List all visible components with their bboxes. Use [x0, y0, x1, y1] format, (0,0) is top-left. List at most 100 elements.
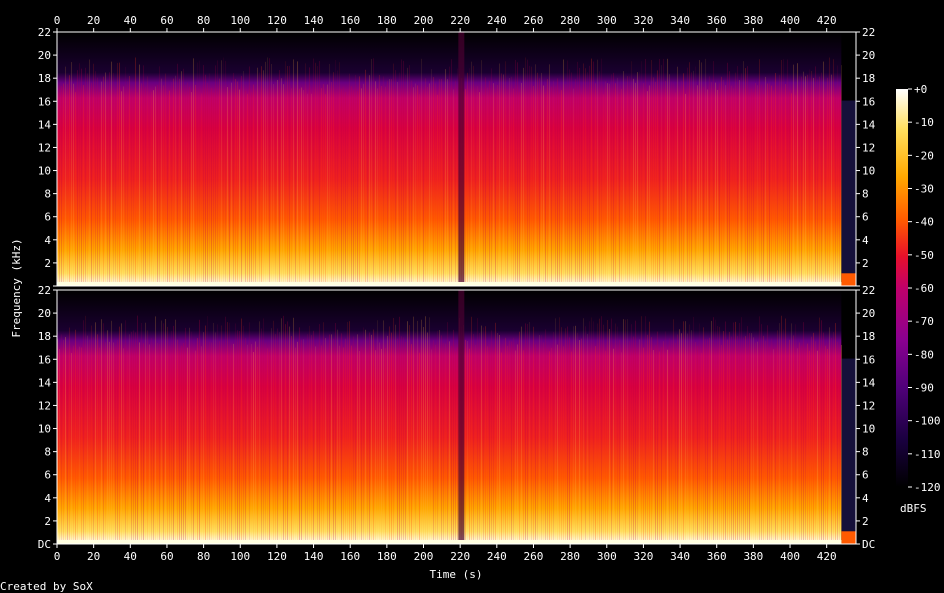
texture-streak: [191, 331, 192, 544]
texture-streak: [539, 78, 540, 286]
texture-streak: [403, 337, 404, 544]
texture-streak: [351, 86, 352, 287]
x-tick-label: 120: [267, 14, 287, 27]
texture-streak: [187, 82, 188, 287]
texture-streak: [587, 72, 588, 286]
texture-streak: [511, 341, 512, 544]
texture-streak: [121, 323, 122, 544]
texture-streak: [619, 339, 620, 544]
texture-streak: [547, 348, 548, 544]
texture-streak: [119, 326, 120, 544]
texture-streak: [793, 64, 794, 286]
texture-streak: [335, 322, 336, 544]
texture-streak: [485, 326, 486, 544]
texture-streak: [519, 331, 520, 544]
texture-streak: [173, 325, 174, 544]
texture-streak: [101, 319, 102, 544]
texture-streak: [727, 62, 728, 287]
texture-streak: [373, 58, 374, 286]
texture-streak: [667, 58, 668, 286]
texture-streak: [113, 72, 114, 286]
x-tick-label: 40: [124, 14, 137, 27]
x-tick-label: 180: [377, 550, 397, 563]
texture-streak: [817, 350, 818, 544]
texture-streak: [401, 336, 402, 544]
texture-streak: [773, 90, 774, 286]
texture-streak: [61, 86, 62, 286]
texture-streak: [81, 68, 82, 286]
texture-streak: [821, 72, 822, 286]
texture-streak: [179, 350, 180, 544]
texture-streak: [367, 337, 368, 544]
texture-streak: [683, 321, 684, 544]
texture-streak: [409, 325, 410, 544]
texture-streak: [687, 67, 688, 287]
texture-streak: [263, 318, 264, 544]
y-tick-label: 4: [44, 492, 51, 505]
x-tick-label: 100: [230, 550, 250, 563]
texture-streak: [507, 89, 508, 286]
texture-streak: [281, 78, 282, 286]
texture-streak: [523, 350, 524, 544]
texture-streak: [63, 83, 64, 286]
y-tick-label: 4: [44, 234, 51, 247]
texture-streak: [741, 73, 742, 286]
texture-streak: [707, 339, 708, 544]
texture-streak: [605, 350, 606, 544]
texture-streak: [659, 351, 660, 544]
texture-streak: [779, 323, 780, 544]
texture-streak: [75, 329, 76, 544]
texture-streak: [791, 93, 792, 286]
low-frequency-band: [57, 540, 842, 544]
x-tick-label: 60: [160, 550, 173, 563]
texture-streak: [611, 318, 612, 544]
texture-streak: [249, 322, 250, 544]
texture-streak: [583, 63, 584, 287]
texture-streak: [251, 92, 252, 286]
y-tick-label: 12: [862, 141, 875, 154]
texture-streak: [639, 339, 640, 544]
texture-streak: [411, 80, 412, 286]
texture-streak: [159, 344, 160, 544]
texture-streak: [325, 338, 326, 544]
texture-streak: [303, 90, 304, 286]
x-axis-label: Time (s): [430, 568, 483, 581]
texture-streak: [117, 340, 118, 544]
texture-streak: [227, 87, 228, 286]
texture-streak: [759, 59, 760, 287]
colorbar-tick-label: -80: [914, 348, 934, 361]
texture-streak: [347, 321, 348, 544]
texture-streak: [603, 324, 604, 544]
texture-streak: [519, 92, 520, 286]
texture-streak: [127, 80, 128, 286]
texture-streak: [167, 326, 168, 544]
texture-streak: [497, 332, 498, 544]
texture-streak: [171, 81, 172, 287]
texture-streak: [473, 65, 474, 286]
texture-streak: [145, 322, 146, 544]
texture-streak: [499, 334, 500, 544]
texture-streak: [629, 76, 630, 286]
texture-streak: [305, 63, 306, 287]
texture-streak: [341, 333, 342, 544]
texture-streak: [695, 66, 696, 286]
texture-streak: [71, 353, 72, 544]
texture-streak: [563, 346, 564, 544]
texture-streak: [777, 330, 778, 544]
texture-streak: [219, 78, 220, 287]
texture-streak: [77, 70, 78, 286]
texture-streak: [267, 348, 268, 544]
texture-streak: [541, 72, 542, 286]
texture-streak: [529, 65, 530, 286]
texture-streak: [483, 327, 484, 544]
texture-streak: [583, 318, 584, 544]
texture-streak: [109, 72, 110, 286]
texture-streak: [783, 59, 784, 286]
texture-streak: [593, 61, 594, 287]
texture-streak: [437, 330, 438, 544]
texture-streak: [91, 325, 92, 544]
texture-streak: [413, 87, 414, 287]
texture-streak: [611, 74, 612, 286]
texture-streak: [559, 317, 560, 544]
texture-streak: [543, 85, 544, 287]
